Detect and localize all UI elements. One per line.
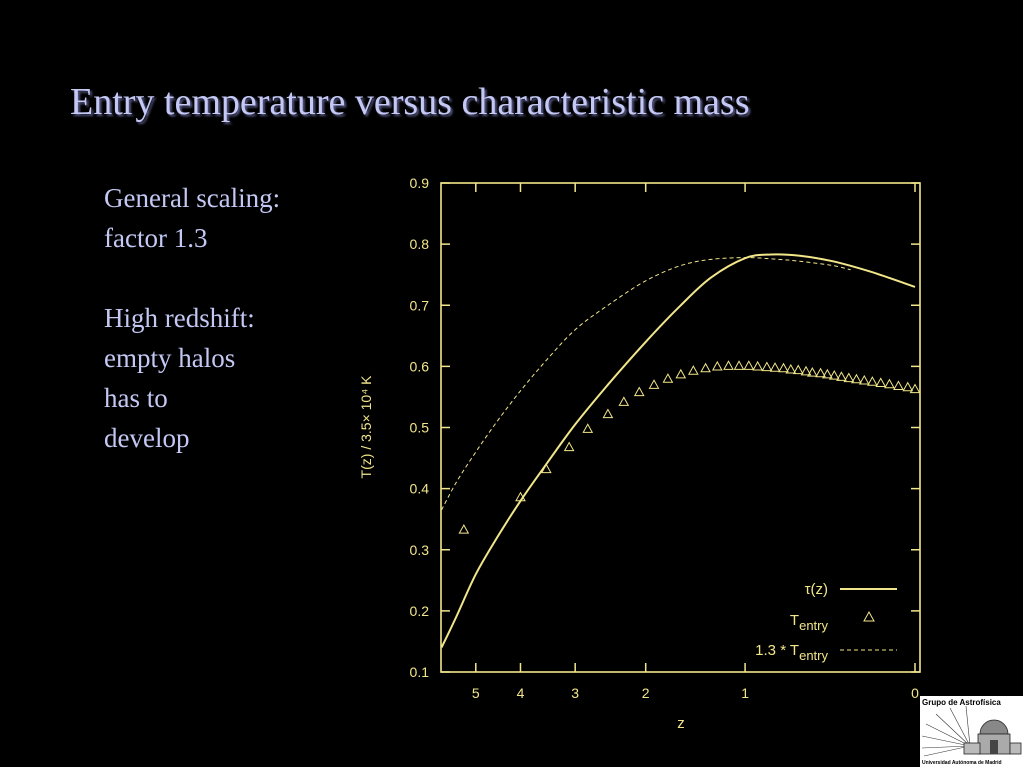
x-tick-label: 1 — [741, 685, 749, 701]
data-point-triangle — [458, 524, 470, 534]
data-point-triangle — [723, 360, 734, 370]
data-point-triangle — [821, 368, 833, 379]
y-tick-label: 0.8 — [410, 236, 430, 252]
data-point-triangle — [733, 360, 745, 370]
data-point-triangle — [875, 377, 887, 387]
data-point-triangle — [851, 373, 862, 384]
data-point-triangle — [662, 373, 674, 383]
data-point-triangle — [884, 378, 895, 389]
data-point-triangle — [828, 370, 840, 380]
data-point-triangle — [836, 371, 847, 381]
data-point-triangle — [743, 360, 755, 370]
institution-logo: Grupo de Astrofísica Universidad Autónom… — [920, 696, 1023, 767]
legend-label: Tentry — [790, 612, 829, 633]
data-point-triangle — [858, 374, 870, 385]
y-tick-label: 0.4 — [410, 481, 430, 497]
y-tick-label: 0.3 — [410, 542, 430, 558]
slide-title: Entry temperature versus characteristic … — [70, 81, 750, 123]
x-tick-label: 0 — [911, 685, 919, 701]
y-tick-label: 0.5 — [410, 420, 430, 436]
data-point-triangle — [778, 362, 789, 373]
series-line-dashed — [441, 257, 851, 511]
data-point-triangle — [843, 372, 855, 383]
data-point-triangle — [618, 396, 630, 406]
data-point-triangle — [867, 376, 878, 386]
note-line: empty halos — [104, 343, 236, 373]
data-point-triangle — [582, 423, 594, 433]
y-tick-label: 0.9 — [410, 175, 430, 191]
data-point-triangle — [711, 360, 723, 371]
note-line: has to — [104, 383, 168, 413]
series-layer — [440, 253, 921, 648]
data-point-triangle — [807, 366, 818, 377]
plot-frame — [440, 182, 921, 673]
data-point-triangle — [792, 364, 804, 375]
slide-notes: General scaling: factor 1.3 High redshif… — [104, 178, 280, 458]
x-tick-label: 4 — [517, 685, 525, 701]
legend: τ(z) Tentry 1.3 * Tentry — [755, 581, 897, 663]
data-point-triangle — [769, 362, 781, 372]
data-point-triangle — [602, 408, 614, 419]
data-point-triangle — [893, 380, 904, 391]
legend-swatch-triangle — [863, 610, 875, 622]
data-point-triangle — [563, 441, 575, 452]
logo-text: Grupo de Astrofísica — [922, 698, 1001, 707]
x-tick-label: 5 — [472, 685, 480, 701]
x-tick-label: 2 — [642, 685, 650, 701]
data-point-triangle — [815, 367, 826, 378]
data-point-triangle — [515, 491, 526, 502]
y-axis-ticks: 0.1 0.2 0.3 0.4 0.5 0.6 0.7 0.8 0.9 — [410, 175, 920, 680]
data-point-triangle — [700, 362, 711, 373]
x-tick-label: 3 — [571, 685, 579, 701]
data-point-triangle — [648, 379, 660, 389]
data-point-triangle — [909, 383, 921, 394]
data-point-triangle — [752, 360, 764, 371]
observatory-icon — [921, 705, 1022, 757]
data-point-triangle — [761, 361, 773, 372]
x-axis-label: z — [677, 715, 685, 732]
x-axis-ticks: 5 4 3 2 1 0 — [472, 183, 919, 701]
y-tick-label: 0.7 — [410, 297, 430, 313]
note-line: factor 1.3 — [104, 223, 208, 253]
y-tick-label: 0.6 — [410, 358, 430, 374]
legend-label: τ(z) — [805, 581, 828, 598]
note-line: High redshift: — [104, 303, 255, 333]
note-line: develop — [104, 423, 190, 453]
data-point-triangle — [800, 365, 812, 376]
data-point-triangle — [687, 365, 699, 375]
series-line — [440, 253, 916, 648]
y-axis-label: T(z) / 3.5× 10⁴ K — [358, 375, 374, 479]
logo-caption: Universidad Autónoma de Madrid — [922, 760, 1002, 766]
y-tick-label: 0.2 — [410, 603, 430, 619]
data-point-triangle — [902, 381, 914, 392]
y-tick-label: 0.1 — [410, 664, 430, 680]
legend-label: 1.3 * Tentry — [755, 642, 828, 663]
data-point-triangle — [540, 463, 552, 474]
data-point-triangle — [633, 386, 645, 397]
note-line: General scaling: — [104, 183, 281, 213]
data-point-triangle — [785, 363, 797, 374]
data-point-triangle — [675, 368, 687, 379]
